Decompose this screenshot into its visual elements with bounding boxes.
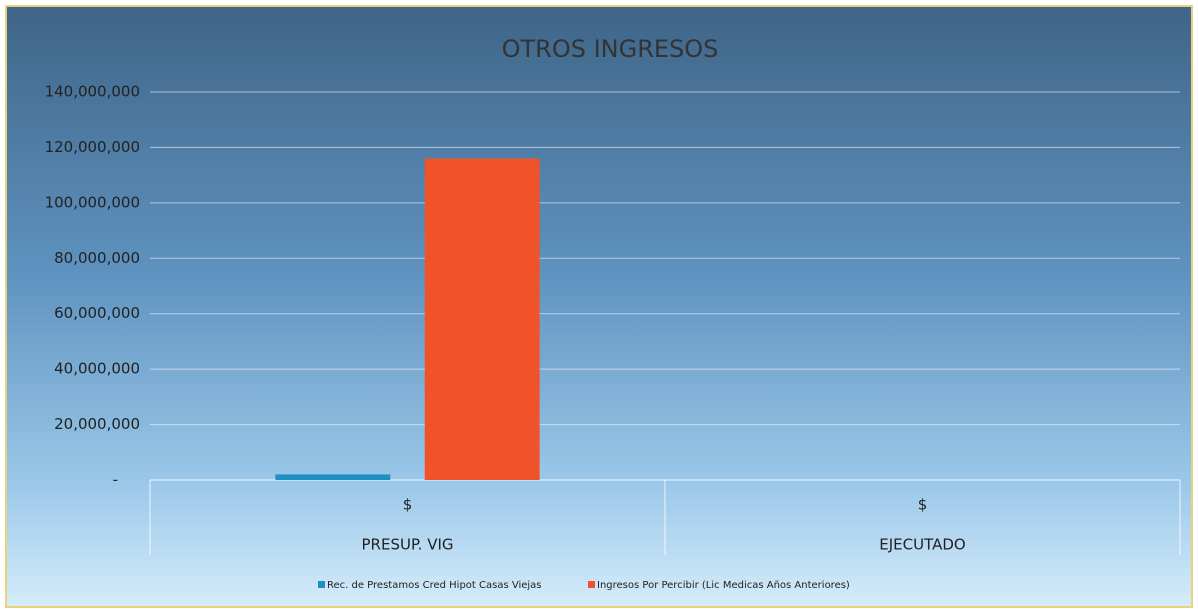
- x-tick-label: PRESUP. VIG: [362, 536, 454, 554]
- y-tick-label: 100,000,000: [45, 193, 140, 211]
- y-tick-label: 60,000,000: [54, 304, 140, 322]
- x-tick-label: $: [918, 496, 928, 514]
- y-tick-label: 120,000,000: [45, 138, 140, 156]
- legend-label: Ingresos Por Percibir (Lic Medicas Años …: [597, 580, 850, 591]
- x-tick-label: EJECUTADO: [879, 536, 965, 554]
- bar: [275, 474, 391, 480]
- y-tick-label: 140,000,000: [45, 83, 140, 101]
- bar: [424, 158, 540, 480]
- legend-swatch: [318, 581, 325, 588]
- y-tick-label: -: [113, 471, 118, 489]
- x-tick-label: $: [403, 496, 413, 514]
- y-tick-label: 40,000,000: [54, 360, 140, 378]
- y-tick-label: 20,000,000: [54, 415, 140, 433]
- chart-title: OTROS INGRESOS: [502, 35, 719, 63]
- y-tick-label: 80,000,000: [54, 249, 140, 267]
- legend-label: Rec. de Prestamos Cred Hipot Casas Vieja…: [327, 580, 542, 591]
- legend-swatch: [588, 581, 595, 588]
- chart-background: [5, 5, 1193, 608]
